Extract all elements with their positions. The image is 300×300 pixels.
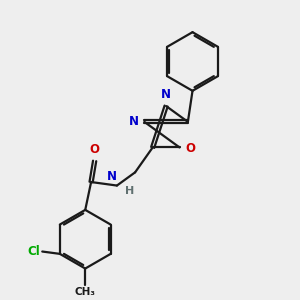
Text: Cl: Cl [27, 245, 40, 258]
Text: N: N [161, 88, 171, 101]
Text: O: O [90, 142, 100, 156]
Text: O: O [185, 142, 195, 155]
Text: CH₃: CH₃ [75, 287, 96, 297]
Text: H: H [125, 186, 134, 196]
Text: N: N [107, 170, 117, 184]
Text: N: N [128, 115, 139, 128]
